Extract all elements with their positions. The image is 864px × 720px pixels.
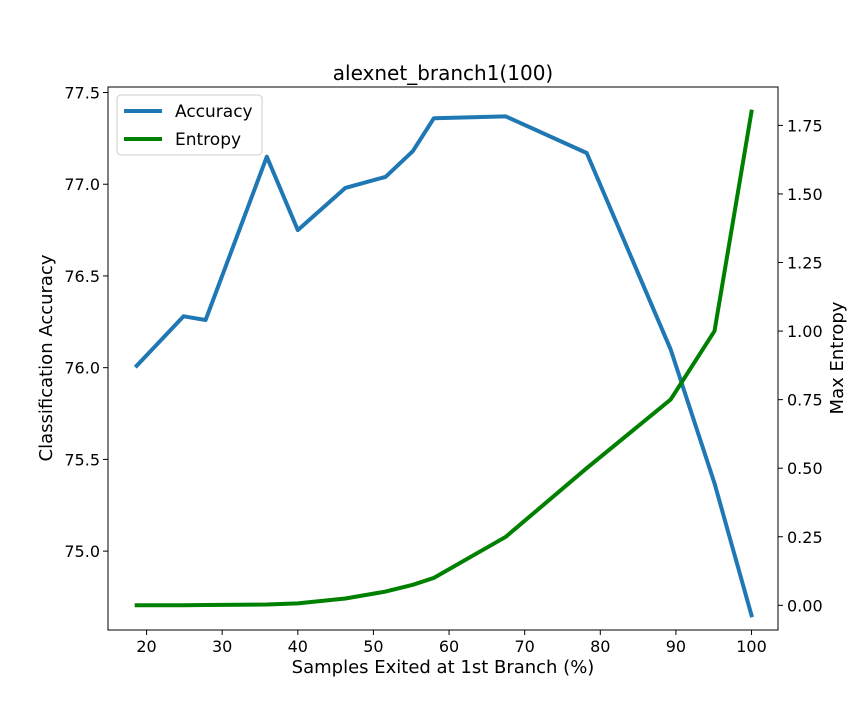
plot-frame (107, 86, 779, 631)
right-y-tick-label: 1.25 (787, 254, 823, 273)
x-axis-label: Samples Exited at 1st Branch (%) (292, 657, 595, 678)
left-y-tick-label: 76.5 (64, 267, 100, 286)
right-y-tick-label: 1.50 (787, 185, 823, 204)
x-tick-label: 30 (212, 637, 232, 656)
x-tick-label: 20 (136, 637, 156, 656)
right-y-axis: 0.00 0.25 0.50 0.75 1.00 1.25 1.50 1.75 (778, 116, 823, 615)
legend-label-accuracy: Accuracy (175, 102, 253, 122)
right-y-tick-label: 0.75 (787, 391, 823, 410)
x-tick-label: 40 (288, 637, 308, 656)
legend-label-entropy: Entropy (175, 130, 241, 150)
left-y-axis-label: Classification Accuracy (36, 254, 57, 461)
x-tick-label: 70 (514, 637, 534, 656)
right-y-tick-label: 0.25 (787, 528, 823, 547)
x-tick-label: 90 (666, 637, 686, 656)
chart-title: alexnet_branch1(100) (333, 61, 553, 85)
series-line-entropy (134, 109, 754, 608)
x-tick-label: 60 (439, 637, 459, 656)
right-y-tick-label: 0.00 (787, 596, 823, 615)
series-line-accuracy (133, 114, 754, 618)
left-y-axis: 75.0 75.5 76.0 76.5 77.0 77.5 (64, 84, 108, 561)
x-axis: 20 30 40 50 60 70 80 90 100 (136, 630, 767, 656)
plot-area (133, 109, 754, 618)
left-y-tick-label: 76.0 (64, 359, 100, 378)
x-tick-label: 80 (590, 637, 610, 656)
right-y-tick-label: 1.00 (787, 322, 823, 341)
left-y-tick-label: 77.5 (64, 84, 100, 103)
right-y-axis-label: Max Entropy (827, 301, 848, 414)
left-y-tick-label: 75.0 (64, 542, 100, 561)
x-tick-label: 100 (736, 637, 767, 656)
x-tick-label: 50 (363, 637, 383, 656)
right-y-tick-label: 0.50 (787, 459, 823, 478)
right-y-tick-label: 1.75 (787, 116, 823, 135)
legend: Accuracy Entropy (116, 94, 263, 156)
left-y-tick-label: 75.5 (64, 450, 100, 469)
left-y-tick-label: 77.0 (64, 175, 100, 194)
